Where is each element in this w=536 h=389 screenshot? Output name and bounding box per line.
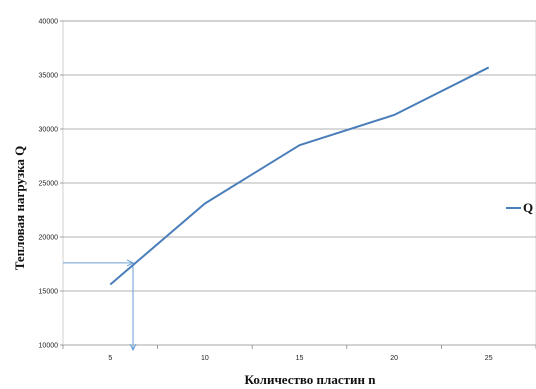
x-tick-label: 15 bbox=[296, 355, 304, 362]
x-tick-label: 20 bbox=[390, 355, 398, 362]
x-tick-label: 5 bbox=[108, 355, 112, 362]
y-axis-ticks: 10000 15000 20000 25000 30000 35000 40000 bbox=[39, 19, 63, 350]
x-tick-label: 25 bbox=[485, 355, 493, 362]
y-tick-label: 15000 bbox=[39, 289, 59, 296]
y-axis-title: Тепловая нагрузка Q bbox=[12, 146, 27, 271]
y-tick-label: 20000 bbox=[39, 235, 59, 242]
series-line-q bbox=[109, 66, 490, 286]
y-tick-label: 30000 bbox=[39, 127, 59, 134]
annotation-arrowhead-down bbox=[129, 343, 137, 352]
gridlines bbox=[63, 20, 536, 346]
y-tick-label: 25000 bbox=[39, 181, 59, 188]
legend-label: Q bbox=[523, 200, 533, 215]
y-tick-label: 40000 bbox=[39, 19, 59, 26]
annotation-arrows bbox=[63, 259, 137, 352]
x-axis-title: Количество пластин n bbox=[245, 372, 377, 387]
y-tick-label: 10000 bbox=[39, 343, 59, 350]
series-group bbox=[109, 66, 490, 286]
y-tick-label: 35000 bbox=[39, 73, 59, 80]
legend: Q bbox=[506, 200, 533, 215]
x-tick-label: 10 bbox=[201, 355, 209, 362]
x-axis-ticks: 5 10 15 20 25 bbox=[62, 345, 536, 362]
